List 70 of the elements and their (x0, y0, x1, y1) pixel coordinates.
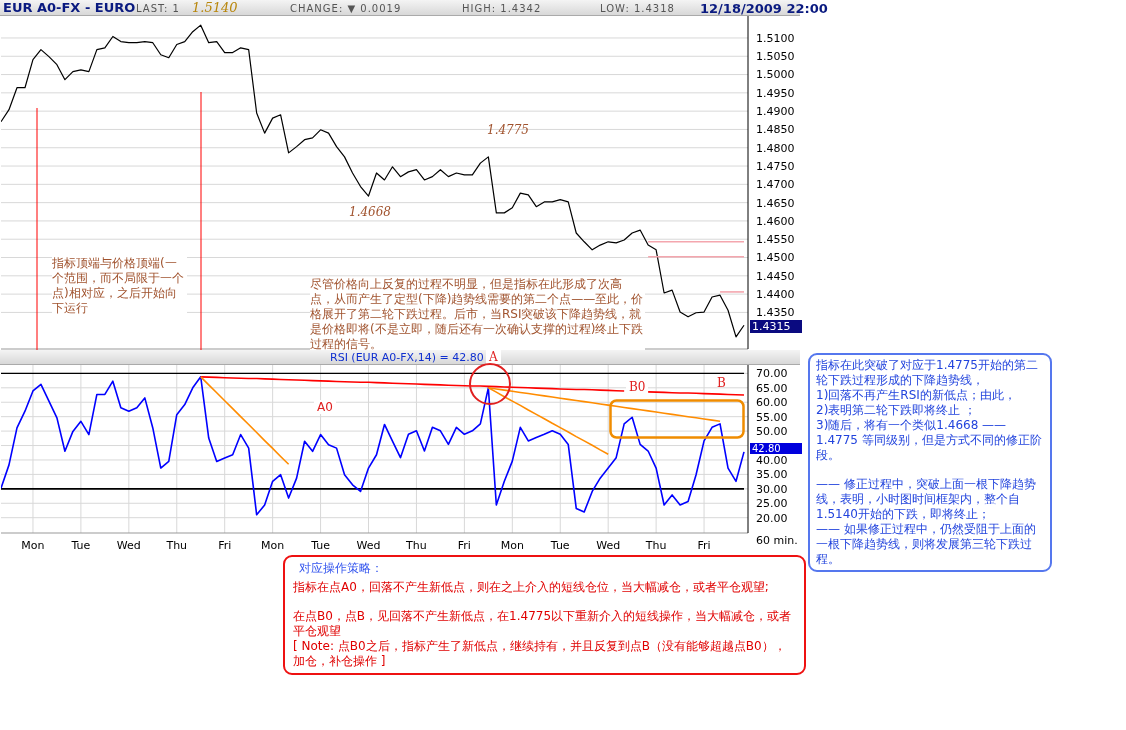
text: 对应操作策略： (299, 561, 384, 576)
text: 1.5140 (192, 0, 238, 15)
y-tick-label: 55.00 (756, 410, 788, 424)
x-tick-label: Tue (70, 538, 91, 552)
y-tick-label: 20.00 (756, 511, 788, 525)
x-tick-label: Mon (21, 538, 45, 552)
y-tick-label: 50.00 (756, 425, 788, 439)
y-tick-label: 1.4450 (756, 269, 795, 283)
x-tick-label: Wed (356, 538, 381, 552)
annotation: A0 (314, 400, 336, 414)
y-tick-label: 1.5050 (756, 50, 795, 64)
y-tick-label: 40.00 (756, 453, 788, 467)
x-tick-label: Mon (261, 538, 285, 552)
y-tick-label: 1.4350 (756, 306, 795, 320)
x-tick-label: Thu (644, 538, 667, 552)
annotation: 1.4775 (487, 123, 529, 137)
y-tick-label: 1.4700 (756, 178, 795, 192)
text: 1.4315 (750, 320, 802, 333)
text: LAST: 1 (136, 3, 180, 14)
y-tick-label: 1.5100 (756, 31, 795, 45)
y-tick-label: 60.00 (756, 396, 788, 410)
text: 在点B0，点B，见回落不产生新低点，在1.4775以下重新介入的短线操作，当大幅减仓，或者平仓观望 (293, 609, 793, 639)
x-tick-label: Mon (500, 538, 524, 552)
x-tick-label: Fri (697, 538, 711, 552)
y-tick-label: 1.4800 (756, 141, 795, 155)
text: 指标在此突破了对应于1.4775开始的第二轮下跌过程形成的下降趋势线， (816, 358, 1039, 388)
annotation: 1.4668 (349, 205, 391, 220)
text: [ Note: 点B0之后，指标产生了新低点，继续持有，并且反复到点B（没有能够超越点B0），加仓，补仓操作 ] (293, 639, 787, 669)
y-tick-label: 1.4850 (756, 123, 795, 137)
y-tick-label: 1.5000 (756, 68, 795, 82)
y-tick-label: 65.00 (756, 381, 788, 395)
x-tick-label: Wed (596, 538, 621, 552)
y-tick-label: 1.4500 (756, 251, 795, 265)
x-axis-title: 60 min. (756, 534, 798, 547)
text: —— 修正过程中，突破上面一根下降趋势线，表明，小时图时间框架内，整个自1.5140开始的下跌，即将终止； (816, 477, 1037, 522)
annotation: 尽管价格向上反复的过程不明显，但是指标在此形成了次高点，从而产生了定型(下降)趋势线需要的第二个点——至此，价格展开了第二轮下跌过程。后市，当RSI突破该下降趋势线，就是价格即将(不是立即，随后还有一次确认支撑的过程)终止下跌过程的信号。 (310, 277, 644, 351)
x-tick-label: Fri (457, 538, 471, 552)
y-tick-label: 35.00 (756, 468, 788, 482)
text: —— 如果修正过程中，仍然受阻于上面的一根下降趋势线，则将发展第三轮下跌过程。 (816, 522, 1037, 567)
y-tick-label: 1.4400 (756, 288, 795, 302)
text: A (486, 350, 501, 364)
text: 42.80 (750, 443, 802, 454)
text: 12/18/2009 22:00 (700, 1, 828, 16)
text: LOW: 1.4318 (600, 3, 675, 14)
chart-title: EUR A0-FX - EURO (3, 0, 136, 15)
text: 1)回落不再产生RSI的新低点；由此， (816, 388, 1017, 403)
annotation: B (716, 376, 727, 390)
text: 指标在点A0，回落不产生新低点，则在之上介入的短线仓位，当大幅减仓，或者平仓观望; (293, 580, 770, 595)
text: CHANGE: ▼ 0.0019 (290, 3, 402, 14)
y-tick-label: 25.00 (756, 497, 788, 511)
x-tick-label: Tue (549, 538, 570, 552)
y-tick-label: 1.4900 (756, 105, 795, 119)
chart-title: RSI (EUR A0-FX,14) = 42.80 (330, 351, 484, 364)
y-tick-label: 1.4550 (756, 233, 795, 247)
text: 2)表明第二轮下跌即将终止 ； (816, 403, 978, 418)
x-tick-label: Tue (310, 538, 331, 552)
text: HIGH: 1.4342 (462, 3, 542, 14)
text: 3)随后，将有一个类似1.4668 ——1.4775 等同级别，但是方式不同的修正阶段。 (816, 418, 1043, 463)
x-tick-label: Wed (116, 538, 141, 552)
x-tick-label: Thu (405, 538, 427, 552)
annotation: 指标顶端与价格顶端(一个范围，而不局限于一个点)相对应，之后开始向下运行 (52, 256, 187, 316)
y-tick-label: 30.00 (756, 482, 788, 496)
y-tick-label: 70.00 (756, 367, 788, 381)
x-tick-label: Thu (165, 538, 188, 552)
y-tick-label: 1.4950 (756, 86, 795, 100)
y-tick-label: 1.4600 (756, 214, 795, 228)
x-tick-label: Fri (218, 538, 232, 552)
y-tick-label: 1.4650 (756, 196, 795, 210)
annotation: B0 (626, 380, 649, 394)
y-tick-label: 1.4750 (756, 159, 795, 173)
